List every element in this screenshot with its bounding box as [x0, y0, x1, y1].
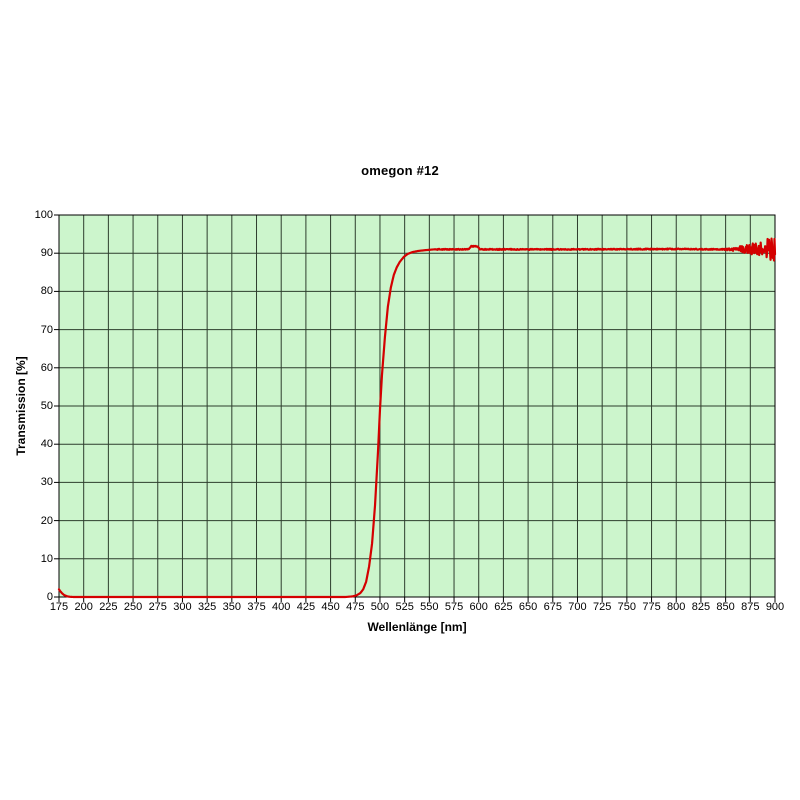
x-tick-label: 450	[321, 601, 340, 613]
y-tick-label: 80	[40, 285, 53, 298]
x-tick-label: 325	[197, 601, 217, 613]
axis-ticks	[54, 214, 776, 602]
x-tick-label: 600	[469, 601, 488, 613]
transmission-curve	[57, 237, 777, 599]
y-tick-label: 100	[34, 209, 53, 221]
x-tick-label: 675	[543, 601, 562, 613]
x-tick-label: 275	[148, 601, 167, 613]
x-tick-label: 525	[395, 601, 414, 613]
y-tick-label: 60	[40, 361, 53, 374]
x-tick-label: 300	[173, 601, 192, 613]
x-tick-label: 775	[642, 601, 661, 613]
x-tick-label: 550	[420, 601, 439, 613]
x-tick-label: 375	[247, 601, 266, 613]
x-tick-label: 700	[568, 601, 587, 613]
y-tick-label: 10	[40, 552, 53, 565]
x-tick-label: 750	[617, 601, 637, 613]
x-tick-label: 725	[592, 601, 612, 613]
chart-title: omegon #12	[361, 163, 439, 178]
y-tick-label: 70	[40, 323, 53, 336]
y-tick-label: 50	[40, 400, 53, 412]
x-tick-label: 900	[765, 601, 785, 613]
x-tick-label: 825	[691, 601, 711, 613]
x-tick-label: 800	[667, 601, 686, 613]
x-tick-label: 175	[49, 601, 69, 613]
y-tick-label: 0	[46, 591, 53, 603]
x-tick-label: 650	[518, 601, 538, 613]
x-tick-label: 250	[123, 601, 143, 613]
x-tick-label: 200	[74, 601, 93, 613]
x-tick-label: 400	[272, 601, 291, 613]
x-axis-label: Wellenlänge [nm]	[367, 620, 467, 634]
x-tick-label: 575	[444, 601, 464, 613]
x-tick-label: 850	[716, 601, 735, 613]
y-tick-label: 90	[40, 247, 53, 260]
x-tick-label: 875	[741, 601, 760, 613]
x-tick-label: 425	[296, 601, 316, 613]
y-tick-label: 20	[40, 514, 53, 527]
x-tick-label: 625	[494, 601, 513, 613]
x-tick-label: 475	[346, 601, 365, 613]
y-tick-label: 30	[40, 476, 53, 489]
y-tick-label: 40	[40, 438, 53, 451]
x-tick-label: 225	[99, 601, 118, 613]
x-tick-label: 350	[222, 601, 241, 613]
x-tick-label: 500	[370, 601, 390, 613]
